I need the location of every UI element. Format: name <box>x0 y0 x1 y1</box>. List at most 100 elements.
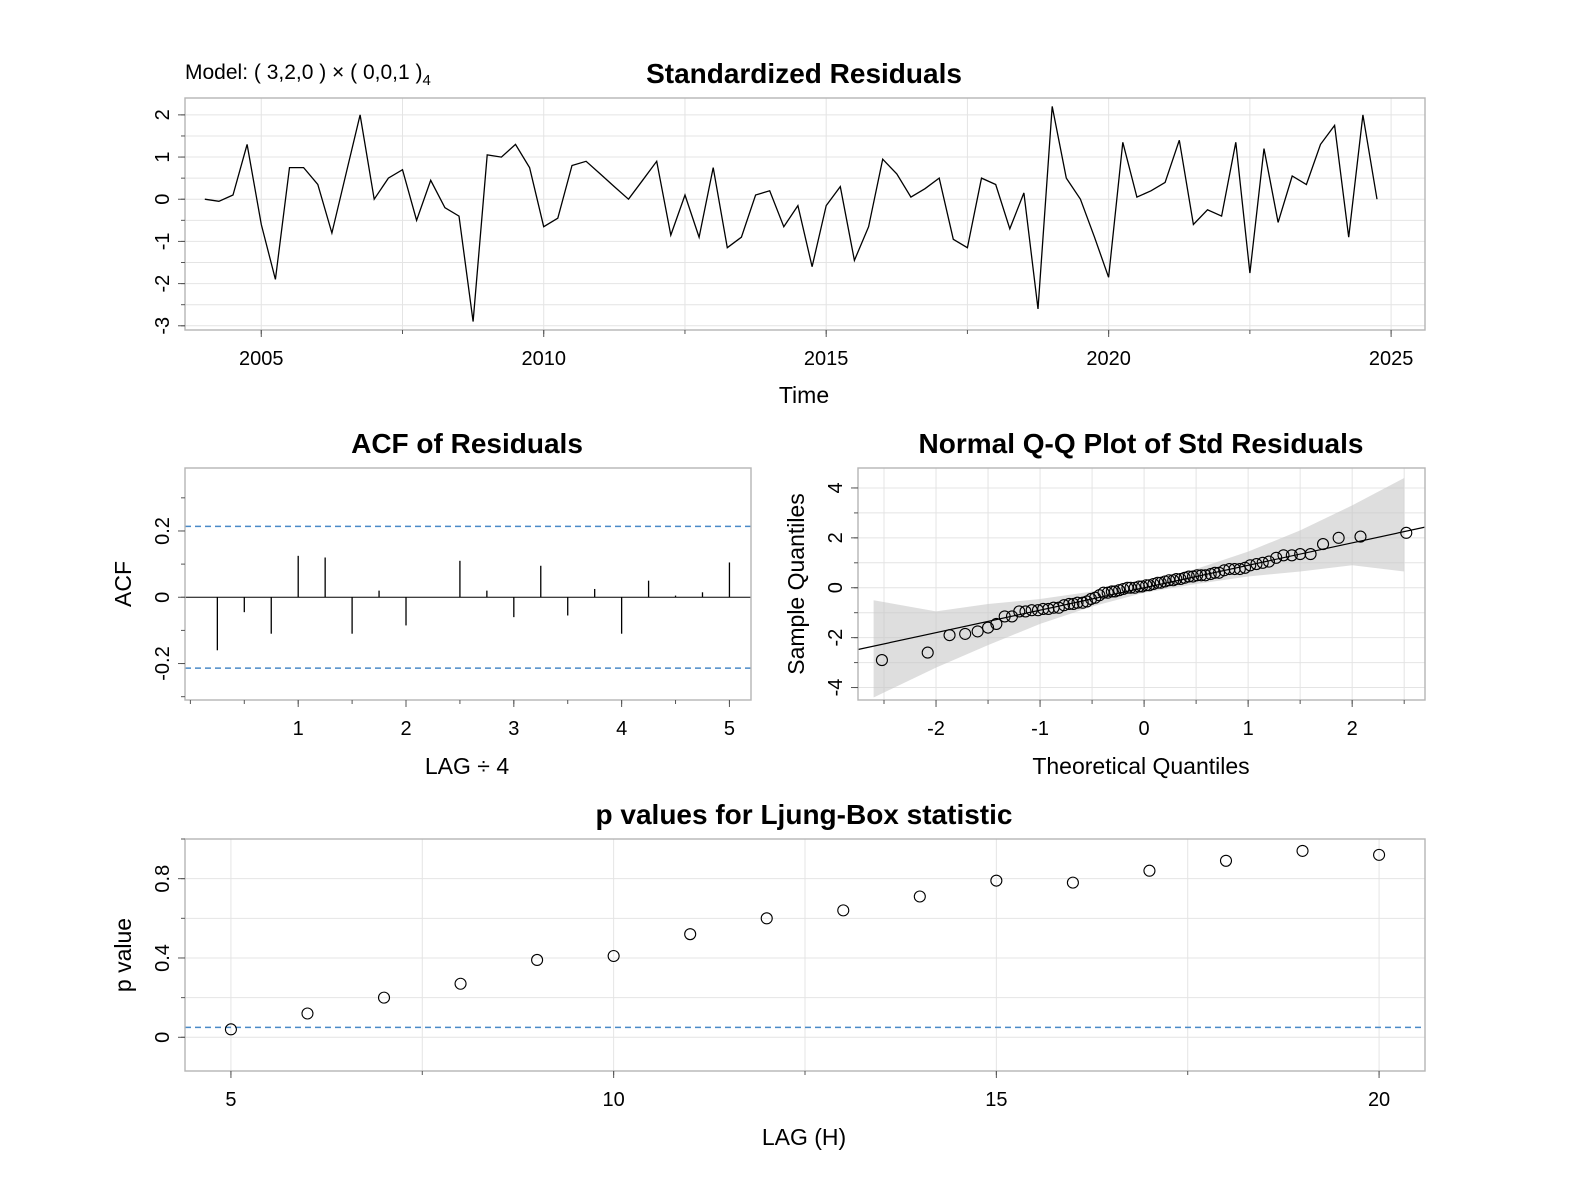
residuals-xlabel: Time <box>779 382 829 408</box>
qq-point <box>1199 569 1212 582</box>
ljungbox-point <box>454 977 467 990</box>
qq-point <box>1151 576 1164 589</box>
residuals-xtick-label: 2020 <box>1086 348 1131 370</box>
qq-point <box>1294 548 1307 561</box>
ljungbox-xtick-label: 10 <box>603 1089 625 1111</box>
acf-ylabel: ACF <box>110 561 136 607</box>
qq-point <box>1400 526 1413 539</box>
qq-xlabel: Theoretical Quantiles <box>1032 753 1249 779</box>
residuals-frame <box>184 97 1426 331</box>
residuals-panel: Standardized Residuals 2005 2010 2015 2020 2… <box>152 58 1426 408</box>
qq-point <box>1025 604 1038 617</box>
residuals-xtick-label: 2005 <box>239 348 284 370</box>
qq-point <box>1105 585 1118 598</box>
qq-point <box>1140 579 1153 592</box>
residuals-title: Standardized Residuals <box>646 58 962 89</box>
residuals-ticks: 2005 2010 2015 2020 2025 -3 -2 -1 0 1 2 <box>152 109 1413 370</box>
ljungbox-point <box>837 904 850 917</box>
qq-xtick-label: -1 <box>1031 718 1049 740</box>
qq-ticks: -2 -1 0 1 2 -4 -2 0 2 4 <box>825 482 1405 740</box>
qq-xtick-label: -2 <box>927 718 945 740</box>
residuals-xtick-label: 2010 <box>521 348 566 370</box>
acf-panel: ACF of Residuals 1 2 3 4 5 -0.2 0 0.2 LAG ÷ 4 A… <box>110 428 752 779</box>
ljungbox-title: p values for Ljung-Box statistic <box>596 799 1013 830</box>
ljungbox-point <box>760 912 773 925</box>
qq-point <box>1124 581 1137 594</box>
qq-point <box>1316 538 1330 551</box>
qq-point <box>1304 548 1317 561</box>
ljungbox-xlabel: LAG (H) <box>762 1124 846 1150</box>
qq-ytick-label: 4 <box>825 482 847 493</box>
qq-point <box>943 629 956 642</box>
qq-point <box>1250 557 1263 571</box>
qq-xtick-label: 2 <box>1347 718 1358 740</box>
qq-point <box>1182 570 1195 583</box>
ljungbox-point <box>607 949 620 963</box>
residuals-marks <box>204 106 1378 322</box>
acf-xtick-label: 3 <box>508 718 519 740</box>
ljungbox-point <box>913 890 926 903</box>
residuals-xtick-label: 2025 <box>1369 348 1414 370</box>
qq-ylabel: Sample Quantiles <box>783 493 809 675</box>
qq-point <box>1097 586 1110 599</box>
qq-xtick-label: 1 <box>1243 718 1254 740</box>
qq-title: Normal Q-Q Plot of Std Residuals <box>919 428 1364 459</box>
qq-point <box>1019 605 1032 618</box>
qq-point <box>1057 599 1071 612</box>
ljungbox-point <box>1066 876 1079 889</box>
ljungbox-point <box>377 991 391 1004</box>
ljungbox-ytick-label: 0.4 <box>152 944 174 972</box>
qq-ytick-label: 0 <box>825 582 847 593</box>
qq-confidence-band <box>873 478 1405 698</box>
qq-panel: Normal Q-Q Plot of Std Residuals -2 -1 0 1 2… <box>783 428 1426 779</box>
qq-ytick-label: -2 <box>825 629 847 647</box>
ljungbox-panel: p values for Ljung-Box statistic 5 10 15 20… <box>110 799 1426 1150</box>
qq-point <box>1063 597 1076 611</box>
acf-ytick-label: 0.2 <box>152 517 174 545</box>
qq-point <box>1191 569 1204 582</box>
ljungbox-point <box>990 874 1003 887</box>
acf-xtick-label: 5 <box>724 718 735 740</box>
qq-point <box>998 610 1011 623</box>
ljungbox-xtick-label: 5 <box>225 1089 236 1111</box>
qq-point <box>1332 531 1345 544</box>
acf-ticks: 1 2 3 4 5 -0.2 0 0.2 <box>152 497 735 740</box>
model-label: Model: ( 3,2,0 ) × ( 0,0,1 )4 <box>185 61 431 89</box>
acf-ytick-label: 0 <box>152 592 174 603</box>
ljungbox-point <box>1219 854 1233 867</box>
residuals-ytick-label: -2 <box>152 275 174 293</box>
acf-ytick-label: -0.2 <box>152 646 174 680</box>
ljungbox-point <box>1296 844 1309 857</box>
model-period: 4 <box>423 72 431 89</box>
qq-point <box>1223 562 1236 576</box>
ljungbox-point <box>1143 864 1156 877</box>
ljungbox-point <box>684 928 697 941</box>
qq-point <box>1354 530 1367 543</box>
qq-point <box>971 625 984 638</box>
qq-ytick-label: 2 <box>825 532 847 543</box>
residuals-grid <box>185 98 1425 330</box>
qq-point <box>1163 574 1176 587</box>
qq-point <box>1270 551 1283 564</box>
qq-point <box>1285 549 1298 562</box>
ljungbox-point <box>1373 848 1386 861</box>
residuals-ytick-label: 1 <box>152 151 174 162</box>
qq-point <box>990 617 1003 630</box>
ljungbox-ylabel: p value <box>110 918 136 992</box>
qq-point <box>1195 569 1208 582</box>
acf-xtick-label: 1 <box>293 718 304 740</box>
residuals-ytick-label: 0 <box>152 194 174 205</box>
ljungbox-ticks: 5 10 15 20 0 0.4 0.8 <box>152 838 1390 1111</box>
ljungbox-point <box>224 1023 237 1036</box>
residuals-xtick-label: 2015 <box>804 348 849 370</box>
acf-xtick-label: 2 <box>400 718 411 740</box>
qq-point <box>1121 581 1134 594</box>
residuals-ytick-label: -1 <box>152 233 174 251</box>
acf-frame <box>184 467 752 701</box>
ljungbox-point <box>531 953 544 967</box>
qq-point <box>959 627 972 640</box>
ljungbox-grid <box>185 839 1425 1071</box>
ljungbox-marks <box>185 844 1425 1036</box>
qq-xtick-label: 0 <box>1139 718 1150 740</box>
